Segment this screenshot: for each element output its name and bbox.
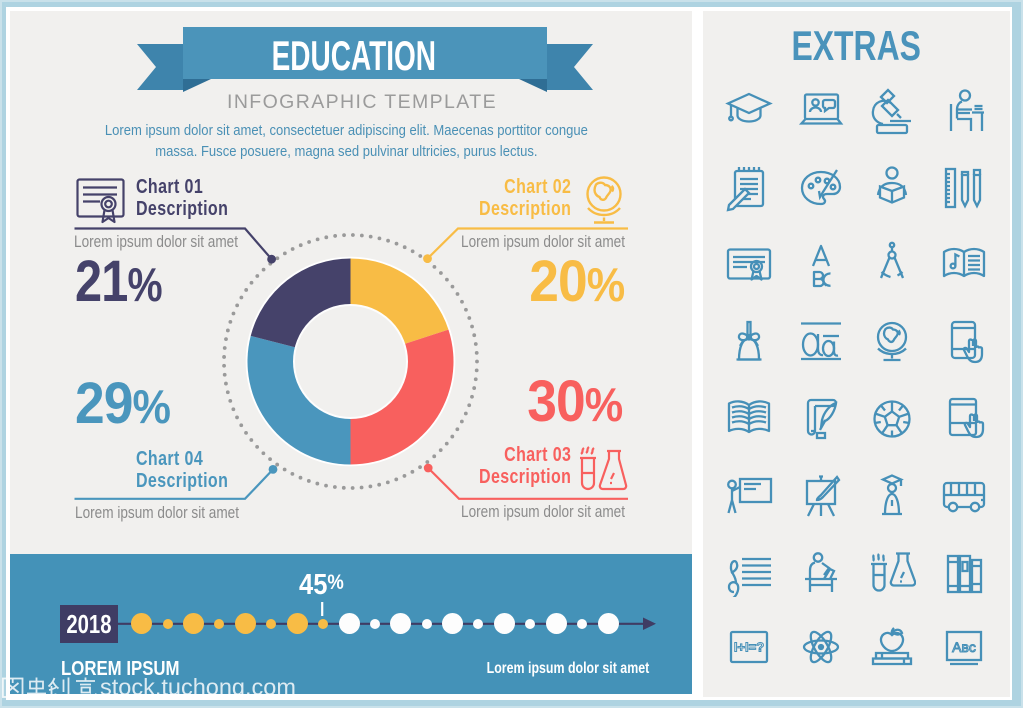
svg-text:I+I=?: I+I=? [734,640,764,655]
svg-text:Aʙᴄ: Aʙᴄ [952,639,976,655]
